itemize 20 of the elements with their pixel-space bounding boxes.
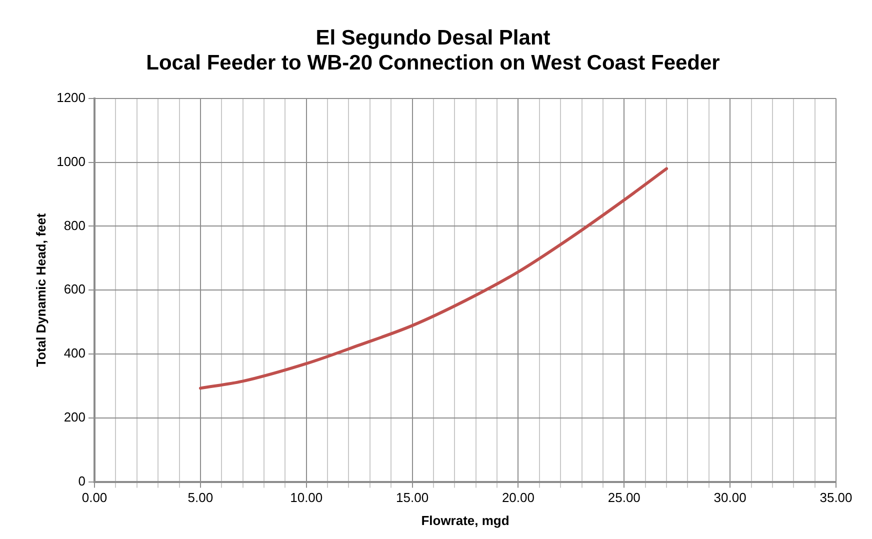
x-tick-label: 0.00 [82, 490, 108, 506]
x-tick-label: 15.00 [396, 490, 429, 506]
x-tick-label: 30.00 [714, 490, 746, 506]
y-tick-label: 200 [64, 409, 86, 424]
x-axis-title: Flowrate, mgd [421, 512, 510, 528]
y-axis-title: Total Dynamic Head, feet [33, 212, 48, 367]
y-tick-label: 400 [64, 346, 86, 361]
text: Local Feeder to WB-20 Connection on West Coast Feeder [146, 52, 720, 75]
y-tick-label: 600 [64, 282, 86, 297]
y-tick-label: 1200 [56, 90, 86, 105]
x-tick-label: 20.00 [502, 490, 534, 506]
x-tick-label: 25.00 [608, 490, 640, 506]
y-tick-label: 0 [78, 473, 86, 488]
text: El Segundo Desal Plant [316, 26, 550, 50]
y-tick-label: 1000 [56, 154, 86, 169]
x-tick-label: 5.00 [188, 490, 214, 506]
x-tick-label: 35.00 [820, 490, 852, 506]
line-series [198, 167, 668, 390]
x-tick-label: 10.00 [290, 490, 323, 506]
y-tick-label: 800 [64, 218, 86, 233]
